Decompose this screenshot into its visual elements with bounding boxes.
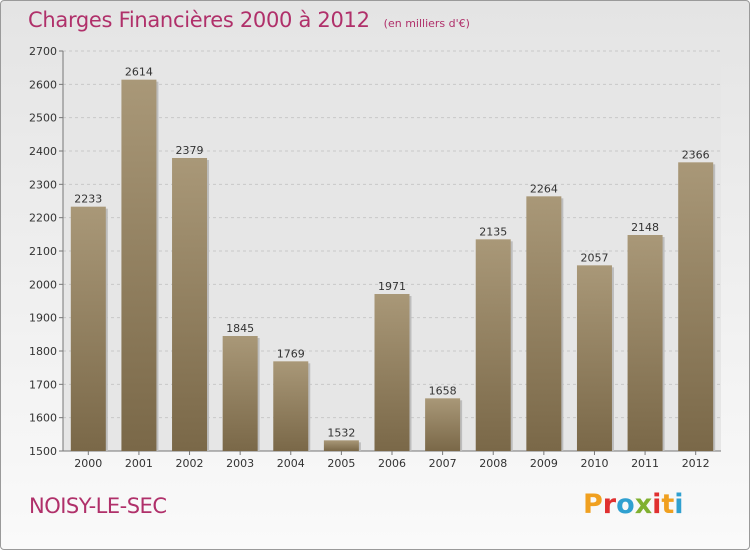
x-tick-label: 2001 [125, 457, 153, 470]
value-label: 2135 [479, 225, 507, 238]
value-label: 1532 [327, 426, 355, 439]
value-label: 2264 [530, 182, 558, 195]
value-label: 2148 [631, 221, 659, 234]
value-label: 2366 [682, 148, 710, 161]
y-tick-label: 1800 [29, 345, 57, 358]
value-label: 1769 [277, 347, 305, 360]
chart-title: Charges Financières 2000 à 2012 [28, 8, 370, 32]
bar [323, 440, 359, 451]
value-label: 1845 [226, 322, 254, 335]
x-tick-label: 2002 [176, 457, 204, 470]
value-label: 1658 [429, 384, 457, 397]
bar [70, 206, 106, 451]
bar [576, 265, 612, 451]
logo-letter: x [634, 489, 653, 520]
chart-title-block: Charges Financières 2000 à 2012 (en milli… [28, 8, 470, 32]
y-tick-label: 1500 [29, 445, 57, 458]
x-tick-label: 2007 [429, 457, 457, 470]
x-tick-label: 2008 [479, 457, 507, 470]
x-tick-label: 2010 [580, 457, 608, 470]
x-tick-label: 2006 [378, 457, 406, 470]
logo-letter: P [583, 489, 603, 520]
logo-letter: i [652, 489, 662, 520]
bar [374, 294, 410, 451]
chart-unit: (en milliers d'€) [383, 17, 470, 30]
y-tick-label: 1600 [29, 412, 57, 425]
x-tick-label: 2009 [530, 457, 558, 470]
bar [627, 235, 663, 451]
value-label: 2379 [176, 144, 204, 157]
y-tick-label: 1700 [29, 378, 57, 391]
value-label: 2233 [74, 193, 102, 206]
bar [273, 361, 309, 451]
logo-letter: i [674, 489, 684, 520]
y-tick-label: 2600 [29, 78, 57, 91]
bar [222, 336, 258, 451]
y-tick-label: 2000 [29, 278, 57, 291]
y-tick-label: 2500 [29, 112, 57, 125]
value-label: 2057 [580, 251, 608, 264]
logo-letter: t [661, 489, 675, 520]
x-tick-label: 2005 [327, 457, 355, 470]
logo-letter: o [616, 489, 635, 520]
commune-name: NOISY-LE-SEC [29, 494, 167, 518]
value-label: 2614 [125, 66, 153, 79]
proxiti-logo: Proxiti [583, 489, 684, 520]
y-tick-label: 2100 [29, 245, 57, 258]
x-tick-label: 2000 [74, 457, 102, 470]
bar [121, 79, 157, 452]
logo-letter: r [602, 489, 617, 520]
y-tick-label: 2400 [29, 145, 57, 158]
x-tick-label: 2012 [682, 457, 710, 470]
bar [172, 158, 208, 451]
bar [678, 162, 714, 452]
y-tick-label: 2700 [29, 45, 57, 58]
x-tick-label: 2004 [277, 457, 305, 470]
y-tick-label: 1900 [29, 312, 57, 325]
bar [526, 196, 562, 451]
bar [475, 239, 511, 451]
x-tick-label: 2011 [631, 457, 659, 470]
x-tick-label: 2003 [226, 457, 254, 470]
bar [425, 398, 461, 451]
y-tick-label: 2200 [29, 212, 57, 225]
y-tick-label: 2300 [29, 178, 57, 191]
value-label: 1971 [378, 280, 406, 293]
